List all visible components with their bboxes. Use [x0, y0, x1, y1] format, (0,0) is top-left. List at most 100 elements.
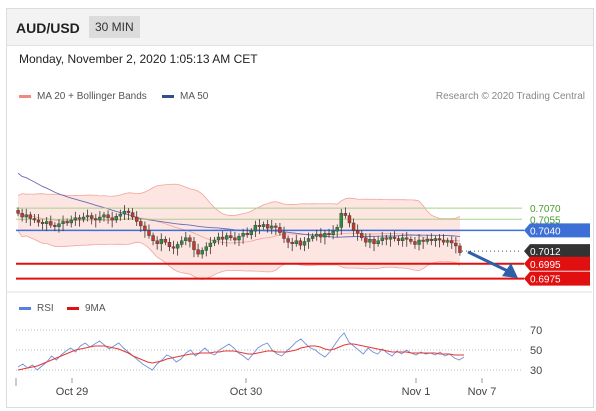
x-tick-label: Oct 29 [56, 386, 88, 398]
candle-body [114, 216, 118, 221]
forecast-arrow-head [502, 263, 518, 279]
candle-body [237, 236, 241, 241]
candle-body [89, 215, 94, 219]
level-label-0.7040: 0.7040 [530, 226, 561, 237]
candle-body [44, 221, 49, 224]
candle-body [81, 216, 86, 220]
candle-body [441, 239, 446, 243]
x-tick-label: Nov 7 [468, 386, 497, 398]
bollinger-upper-line [17, 183, 461, 220]
candle-body [65, 221, 69, 224]
candle-body [155, 240, 159, 244]
candle-body [270, 225, 274, 229]
candle-body [151, 235, 155, 241]
candle-body [118, 213, 123, 217]
candle-body [208, 242, 213, 247]
candle-body [360, 233, 364, 238]
candle-body [429, 239, 434, 241]
candle-body [392, 236, 397, 239]
x-tick-label: Nov 1 [402, 386, 431, 398]
candle-body [126, 210, 131, 213]
ma50-swatch [162, 94, 174, 98]
level-label-0.6995: 0.6995 [530, 260, 561, 271]
candle-body [130, 212, 135, 218]
ma9-swatch [67, 306, 79, 310]
candle-body [196, 249, 200, 255]
candle-body [220, 236, 225, 240]
candle-body [49, 221, 53, 226]
level-label-0.7055: 0.7055 [530, 215, 561, 226]
candle-body [339, 213, 343, 228]
candle-body [61, 221, 65, 224]
candle-body [323, 233, 327, 238]
candle-body [212, 239, 217, 244]
candle-body [257, 224, 262, 227]
candle-body [135, 216, 139, 222]
timeframe-badge[interactable]: 30 MIN [89, 16, 140, 38]
candle-body [24, 214, 28, 218]
candle-body [139, 221, 143, 227]
timestamp: Monday, November 2, 2020 1:05:13 AM CET [19, 52, 258, 66]
candle-body [110, 217, 114, 221]
candle-body [417, 239, 421, 245]
legend-rsi: RSI [19, 303, 54, 314]
candle-body [405, 237, 409, 240]
candle-body [167, 242, 172, 247]
candle-body [40, 222, 45, 224]
candle-body [355, 230, 360, 234]
candle-body [364, 237, 368, 243]
candle-body [171, 246, 176, 249]
candle-body [433, 238, 438, 241]
candle-body [278, 227, 282, 233]
rsi-tick-50: 50 [530, 345, 542, 357]
candle-body [347, 215, 352, 224]
candle-body [102, 214, 106, 218]
candle-body [319, 233, 323, 238]
candle-body [286, 238, 290, 243]
candle-body [298, 240, 303, 246]
candle-body [200, 250, 204, 255]
candle-body [421, 239, 425, 242]
level-label-0.7012: 0.7012 [530, 247, 561, 258]
legend-rsi-label: RSI [37, 303, 54, 314]
credit-text: Research © 2020 Trading Central [435, 91, 585, 102]
level-tag-0.7012 [524, 244, 590, 259]
candle-body [265, 224, 270, 229]
candle-body [253, 224, 258, 232]
rsi-ma9-line [17, 343, 464, 371]
candle-body [310, 236, 315, 239]
bollinger-lower-line [17, 230, 461, 280]
candle-body [372, 239, 376, 244]
level-label-0.6975: 0.6975 [530, 275, 561, 286]
candle-body [409, 239, 413, 242]
candle-body [458, 245, 462, 253]
candle-body [274, 225, 278, 228]
candle-body [380, 237, 384, 241]
bollinger-swatch [19, 94, 31, 98]
candle-body [396, 238, 401, 241]
level-tag-0.7040 [524, 223, 590, 238]
candle-body [282, 232, 286, 239]
candle-body [445, 240, 450, 243]
candle-body [57, 223, 61, 227]
candle-body [343, 213, 348, 216]
candle-body [315, 233, 319, 237]
level-tag-0.6975 [524, 271, 590, 286]
candle-body [261, 224, 266, 227]
candle-body [73, 217, 78, 221]
candle-body [384, 237, 389, 240]
candle-body [36, 219, 41, 223]
header-bar: AUD/USD 30 MIN [7, 9, 593, 46]
candle-body [216, 236, 221, 241]
candle-body [233, 237, 237, 241]
legend-bollinger: MA 20 + Bollinger Bands [19, 91, 147, 102]
candle-body [425, 239, 429, 242]
bollinger-band-fill [18, 184, 460, 280]
candle-body [122, 210, 127, 215]
level-label-0.7070: 0.7070 [530, 204, 561, 215]
rsi-tick-30: 30 [530, 365, 542, 377]
rsi-swatch [19, 306, 31, 310]
candle-body [327, 233, 331, 236]
candle-body [335, 227, 339, 232]
